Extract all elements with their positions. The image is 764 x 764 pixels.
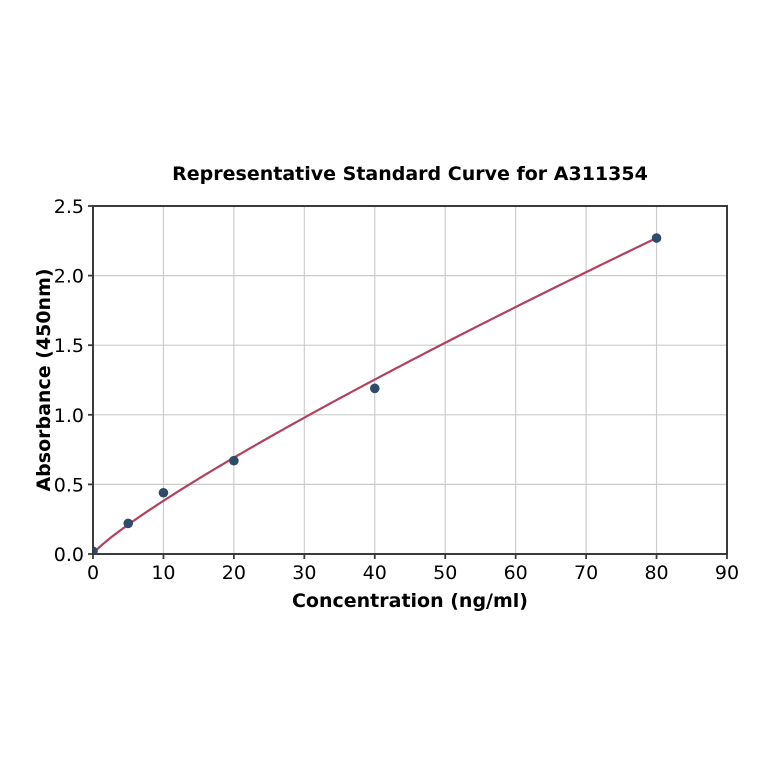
y-tick-label: 2.5: [54, 196, 84, 218]
data-point: [123, 518, 134, 529]
x-tick-label: 40: [363, 562, 387, 584]
x-axis-label: Concentration (ng/ml): [292, 590, 528, 612]
x-tick-label: 50: [433, 562, 457, 584]
data-point: [651, 233, 662, 243]
x-tick-label: 90: [715, 562, 739, 584]
data-point: [229, 455, 239, 466]
y-tick-label: 2.0: [54, 266, 84, 288]
y-tick-label: 0.0: [54, 544, 84, 566]
data-point: [369, 383, 380, 394]
fit-curve: [93, 237, 658, 554]
y-axis-label: Absorbance (450nm): [33, 268, 55, 491]
y-tick-label: 1.0: [54, 405, 84, 427]
data-point: [93, 546, 98, 554]
x-tick-label: 30: [292, 562, 316, 584]
x-tick-label: 60: [504, 562, 528, 584]
x-tick-label: 20: [222, 562, 246, 584]
x-tick-label: 80: [644, 562, 668, 584]
x-tick-label: 0: [87, 562, 99, 584]
plot-border: [92, 205, 728, 555]
x-tick-label: 10: [151, 562, 175, 584]
y-tick-label: 1.5: [54, 335, 84, 357]
y-tick-label: 0.5: [54, 474, 84, 496]
data-point: [158, 487, 169, 498]
chart-title: Representative Standard Curve for A31135…: [172, 163, 648, 185]
x-tick-label: 70: [574, 562, 598, 584]
chart-layers: 0 10 20 30 40 50 60 70 80 90 0.0 0.5 1.0 1.5 2.0 2.5: [54, 196, 739, 584]
